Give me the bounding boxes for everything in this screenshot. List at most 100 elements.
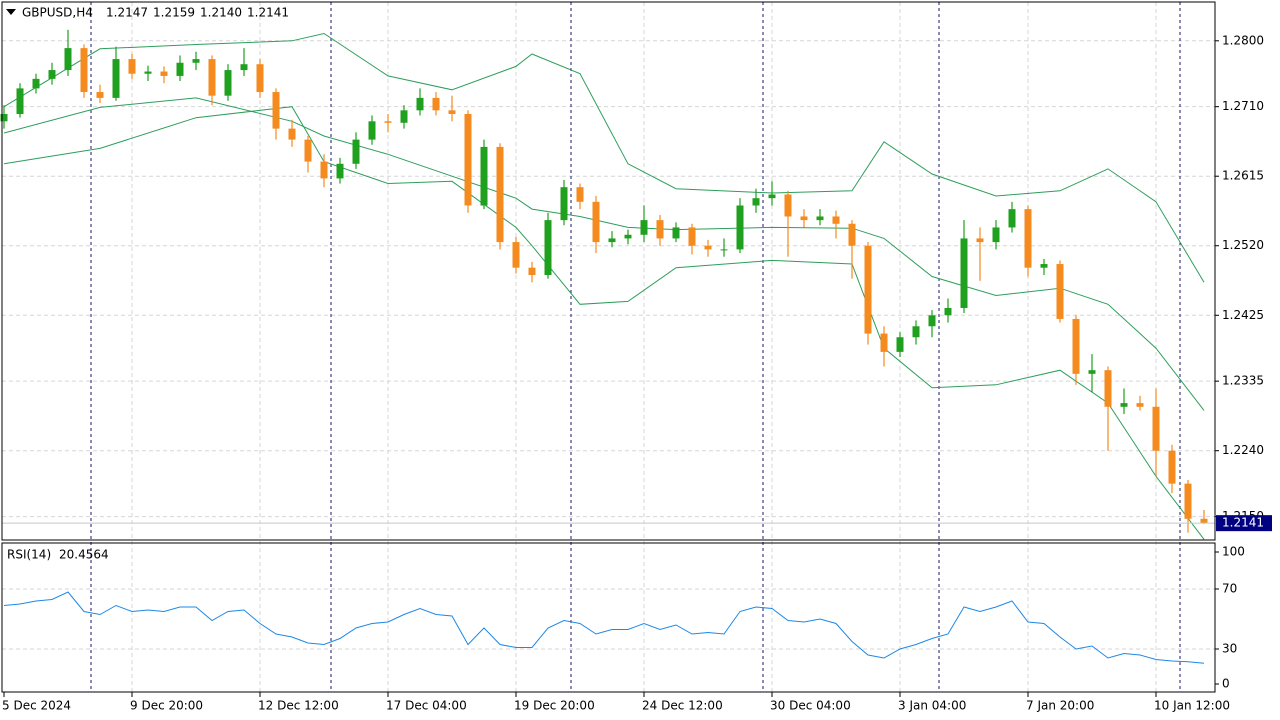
candle-body [496, 146, 504, 243]
candle-body [752, 198, 760, 206]
candle-body [16, 88, 24, 114]
candle-body [176, 62, 184, 76]
candle-body [896, 337, 904, 352]
header-open: 1.2147 [106, 6, 148, 20]
candle-body [400, 110, 408, 123]
y-tick-label: 1.2615 [1222, 169, 1264, 183]
candle-body [416, 97, 424, 111]
x-tick-label: 24 Dec 12:00 [642, 699, 723, 713]
grid-layer [2, 2, 1215, 692]
candle-body [528, 267, 536, 276]
y-tick-label: 100 [1222, 545, 1245, 559]
candle-body [912, 326, 920, 338]
x-tick-label: 3 Jan 04:00 [898, 699, 966, 713]
candle-body [432, 97, 440, 111]
candle-body [672, 227, 680, 239]
candle-body [832, 216, 840, 224]
y-tick-label: 70 [1222, 582, 1237, 596]
x-tick-label: 19 Dec 20:00 [514, 699, 595, 713]
candle-body [1184, 483, 1192, 519]
candle-body [112, 59, 120, 98]
x-tick-label: 17 Dec 04:00 [386, 699, 467, 713]
marks-layer [0, 29, 1215, 664]
candle-body [544, 220, 552, 276]
last-price-tag [1216, 515, 1272, 532]
bollinger-lower [3, 106, 1205, 540]
candle-body [384, 121, 392, 123]
rsi-line [3, 591, 1205, 664]
candle-body [800, 216, 808, 221]
price-pane-border [1, 1, 1216, 541]
candle-body [1136, 403, 1144, 407]
header-low: 1.2140 [200, 6, 242, 20]
candle-body [1120, 403, 1128, 407]
candle-body [976, 238, 984, 243]
candle-body [1168, 450, 1176, 484]
candle-body [624, 234, 632, 239]
candle-body [320, 161, 328, 179]
x-tick-label: 7 Jan 20:00 [1026, 699, 1094, 713]
candle-body [864, 245, 872, 334]
candle-body [368, 121, 376, 140]
candle-body [288, 128, 296, 140]
candle-body [880, 333, 888, 352]
candle-body [144, 71, 152, 74]
candle-body [784, 194, 792, 217]
candle-body [464, 113, 472, 206]
x-tick-label: 30 Dec 04:00 [770, 699, 851, 713]
candle-body [768, 194, 776, 199]
candle-body [224, 70, 232, 96]
candle-body [1072, 318, 1080, 374]
bollinger-middle [3, 97, 1205, 411]
candle-body [0, 113, 8, 122]
header-close: 1.2141 [247, 6, 289, 20]
candle-body [1104, 370, 1112, 407]
candle-body [608, 238, 616, 243]
separators [90, 2, 1181, 692]
last-price-label: 1.2141 [1222, 516, 1264, 530]
x-tick-label: 5 Dec 2024 [2, 699, 71, 713]
candle-body [336, 163, 344, 179]
candle-body [1008, 209, 1016, 228]
candle-body [1056, 264, 1064, 319]
candle-body [576, 187, 584, 202]
candle-body [128, 59, 136, 74]
menu-triangle[interactable] [6, 9, 16, 15]
candle-body [1088, 370, 1096, 374]
rsi-value: 20.4564 [59, 548, 109, 562]
candle-body [1200, 518, 1208, 524]
candle-body [640, 220, 648, 235]
bollinger-upper [3, 32, 1205, 283]
candle-body [208, 59, 216, 96]
candle-body [1024, 209, 1032, 268]
y-tick-label: 1.2710 [1222, 99, 1264, 113]
candle-body [816, 216, 824, 221]
candle-body [48, 70, 56, 79]
candle-body [592, 201, 600, 243]
candle-body [512, 242, 520, 268]
candle-body [256, 64, 264, 93]
candle-body [944, 307, 952, 316]
candle-body [160, 71, 168, 76]
candle-body [720, 249, 728, 251]
candle-body [480, 146, 488, 206]
candle-body [736, 205, 744, 250]
y-tick-label: 1.2335 [1222, 374, 1264, 388]
candle-body [448, 110, 456, 114]
y-tick-label: 1.2425 [1222, 308, 1264, 322]
candle-body [96, 92, 104, 98]
candle-body [848, 223, 856, 246]
x-tick-label: 10 Jan 12:00 [1154, 699, 1230, 713]
candle-body [560, 187, 568, 221]
rsi-title: RSI(14) [7, 548, 51, 562]
rsi-pane-border [1, 542, 1216, 693]
candle-body [64, 48, 72, 71]
y-tick-label: 0 [1222, 677, 1230, 691]
x-tick-label: 9 Dec 20:00 [130, 699, 203, 713]
header-high: 1.2159 [153, 6, 195, 20]
y-tick-label: 30 [1222, 642, 1237, 656]
candle-body [240, 64, 248, 71]
candle-body [1152, 406, 1160, 451]
